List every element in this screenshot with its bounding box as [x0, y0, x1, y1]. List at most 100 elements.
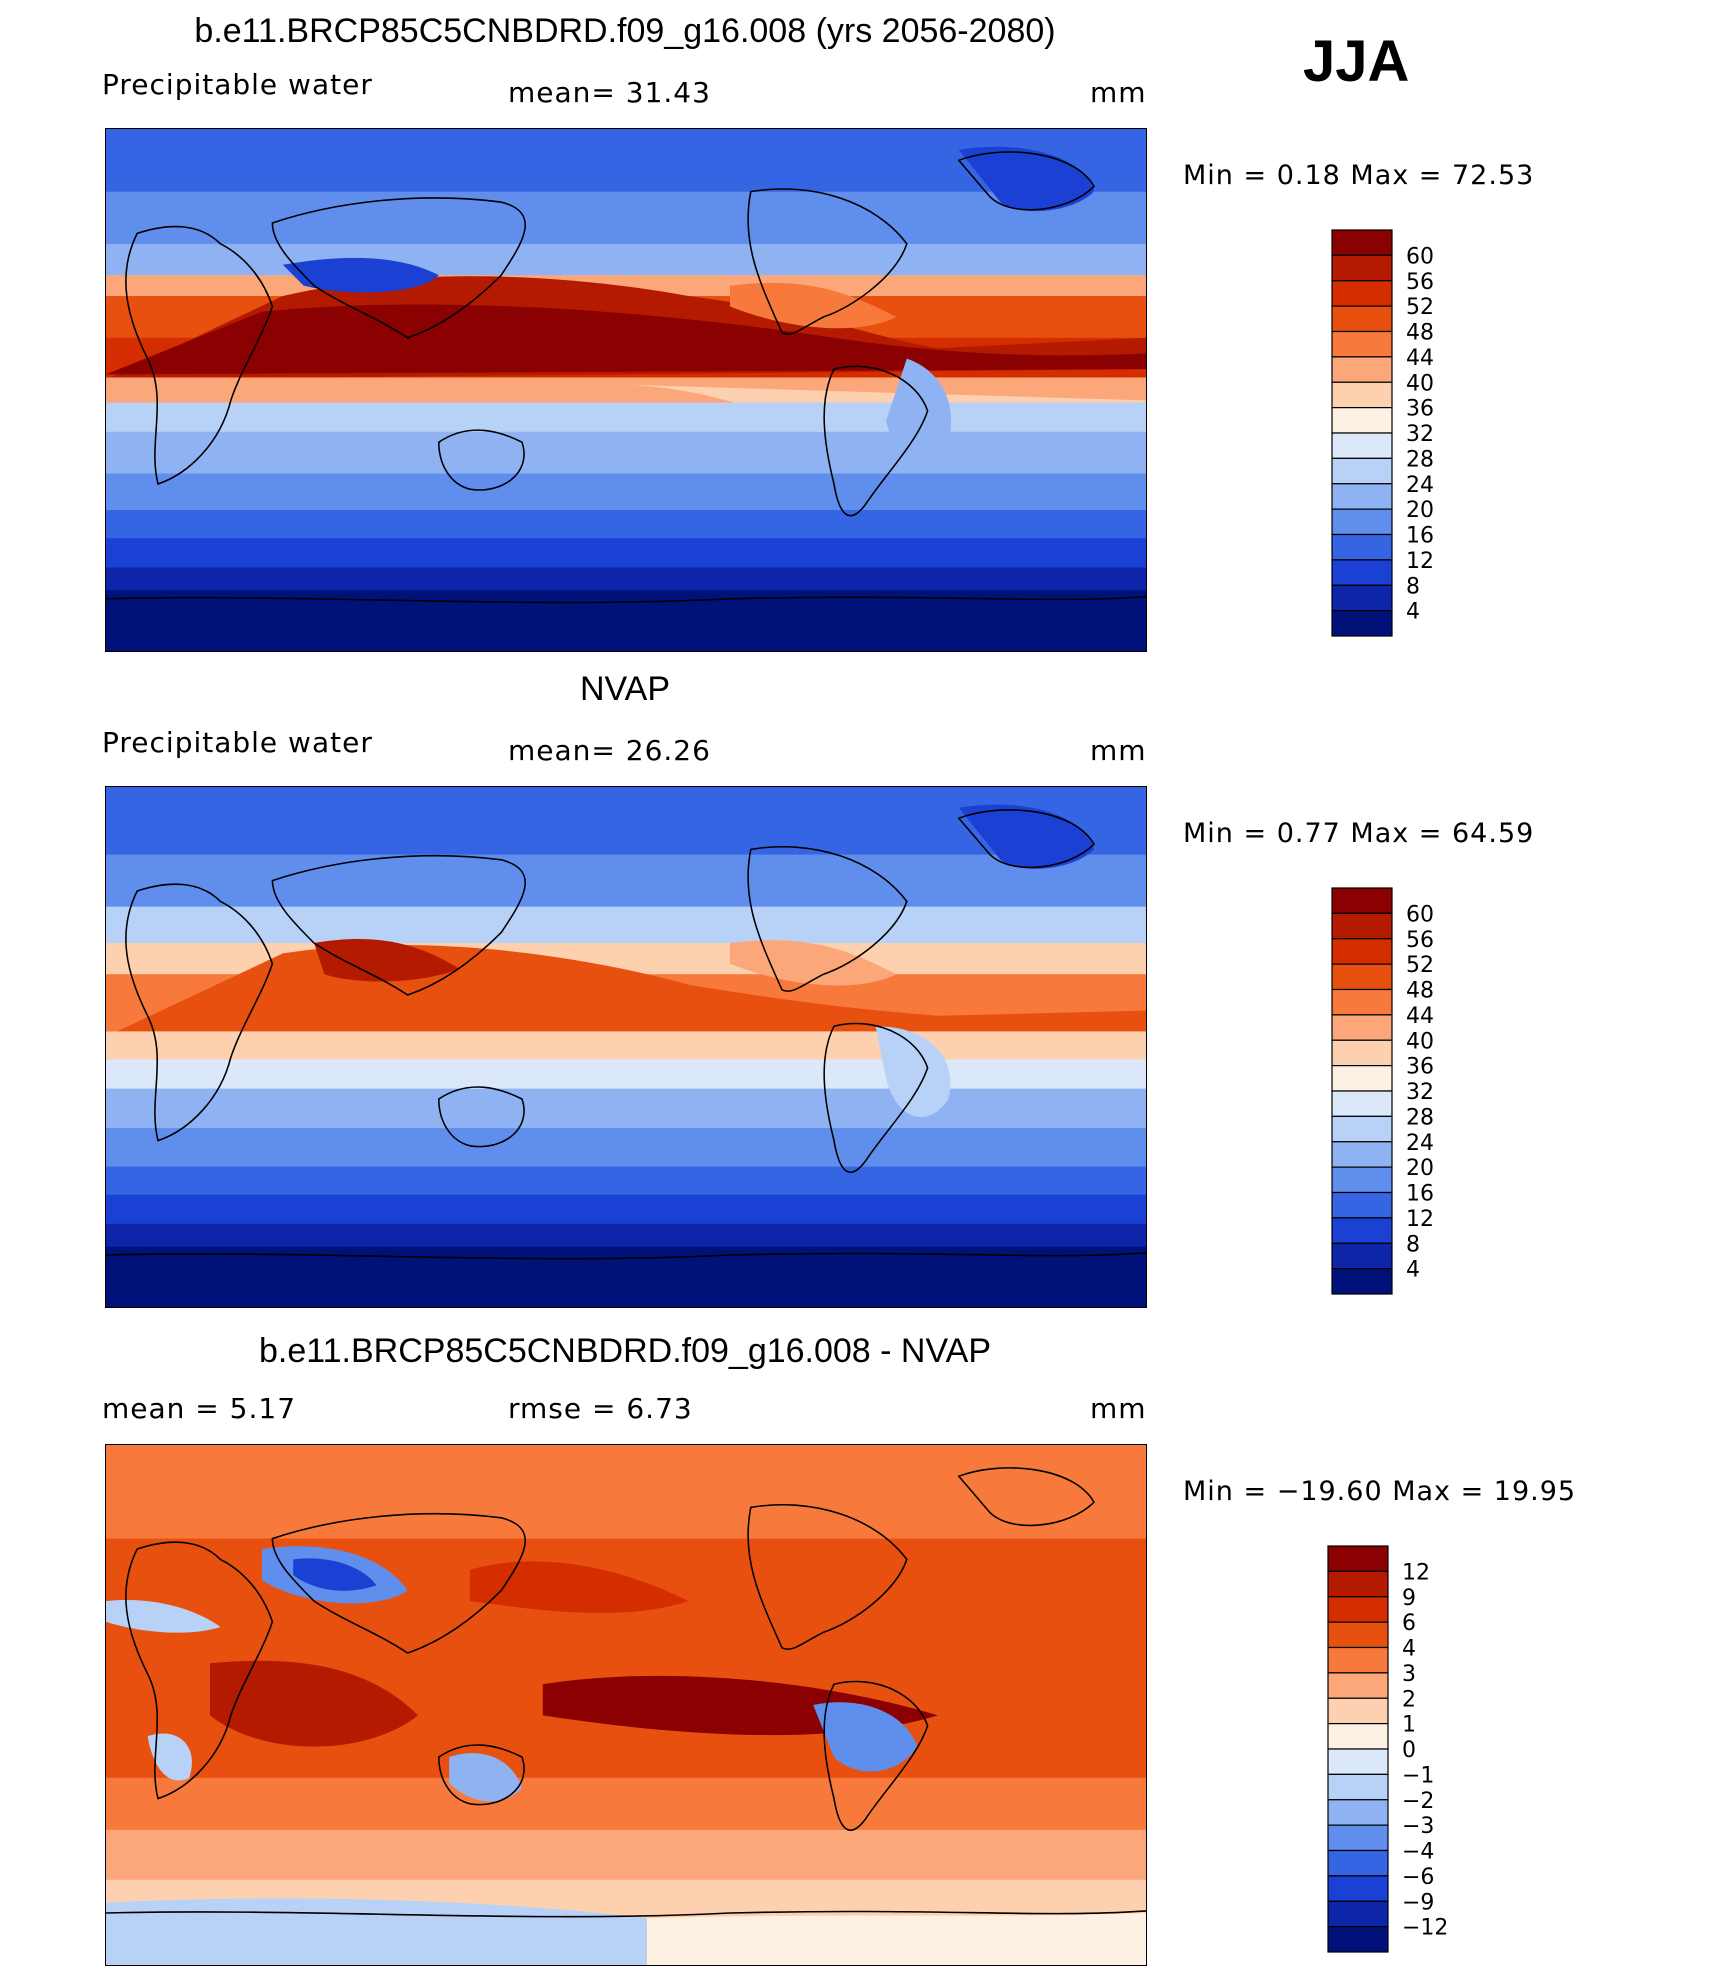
colorbar-tick-label: 44 [1406, 346, 1434, 371]
colorbar-tick-label: −2 [1402, 1789, 1434, 1814]
colorbar-swatch [1331, 356, 1393, 383]
colorbar-swatch [1331, 610, 1393, 637]
units-label-diff: mm [1090, 1392, 1147, 1425]
center-label-model: mean= 31.43 [508, 76, 711, 109]
colorbar-tick-label: 12 [1406, 549, 1434, 574]
colorbar-tick-label: 56 [1406, 928, 1434, 953]
colorbar-swatch [1331, 1014, 1393, 1041]
colorbar-swatch [1331, 407, 1393, 434]
colorbar-swatch [1327, 1926, 1389, 1953]
colorbar-swatch [1331, 483, 1393, 510]
colorbar-tick-label: 52 [1406, 953, 1434, 978]
colorbar-swatch [1331, 1268, 1393, 1295]
colorbar-swatch [1327, 1799, 1389, 1826]
colorbar-tick-label: 36 [1406, 1055, 1434, 1080]
season-label: JJA [1303, 29, 1410, 94]
colorbar-swatch [1331, 280, 1393, 307]
colorbar-tick-label: 52 [1406, 295, 1434, 320]
colorbar-tick-label: 12 [1406, 1207, 1434, 1232]
colorbar-tick-label: 16 [1406, 1182, 1434, 1207]
colorbar-swatch [1331, 1141, 1393, 1168]
minmax-obs: Min = 0.77 Max = 64.59 [1183, 818, 1535, 849]
colorbar-tick-label: 0 [1402, 1738, 1416, 1763]
colorbar-swatch [1331, 912, 1393, 940]
colorbar-swatch [1327, 1824, 1389, 1852]
map-svg-diff [106, 1445, 1146, 1965]
colorbar-tick-label: 32 [1406, 1080, 1434, 1105]
colorbar-swatch [1331, 559, 1393, 586]
colorbar-tick-label: 60 [1406, 902, 1434, 927]
colorbar-tick-label: 6 [1402, 1611, 1416, 1636]
colorbar-swatch [1327, 1773, 1389, 1801]
panel-title-diff: b.e11.BRCP85C5CNBDRD.f09_g16.008 - NVAP [259, 1332, 991, 1370]
colorbar-swatch [1331, 508, 1393, 536]
colorbar-tick-label: 36 [1406, 397, 1434, 422]
colorbar-swatch [1327, 1900, 1389, 1928]
colorbar-model: 60 56 52 48 44 40 36 32 28 24 20 16 12 8 4 [1330, 228, 1530, 640]
colorbar-diff: 12 9 6 4 3 2 1 0 −1 −2 −3 −4 −6 −9 −12 [1326, 1544, 1526, 1956]
colorbar-swatch [1331, 1191, 1393, 1219]
colorbar-tick-label: 16 [1406, 524, 1434, 549]
colorbar-tick-label: 40 [1406, 1029, 1434, 1054]
colorbar-tick-label: 4 [1402, 1637, 1416, 1662]
colorbar-swatch [1331, 584, 1393, 612]
colorbar-swatch [1331, 254, 1393, 282]
map-svg-model [106, 129, 1146, 651]
colorbar-tick-label: 1 [1402, 1713, 1416, 1738]
colorbar-tick-label: 28 [1406, 1105, 1434, 1130]
colorbar-tick-label: 48 [1406, 979, 1434, 1004]
colorbar-tick-label: −12 [1402, 1916, 1448, 1941]
colorbar-swatch [1331, 1115, 1393, 1143]
colorbar-swatch [1327, 1621, 1389, 1649]
colorbar-tick-label: 44 [1406, 1004, 1434, 1029]
minmax-diff: Min = −19.60 Max = 19.95 [1183, 1476, 1577, 1507]
colorbar-tick-label: 48 [1406, 321, 1434, 346]
colorbar-swatch [1331, 988, 1393, 1016]
left-label-obs: Precipitable water [102, 726, 373, 759]
center-label-diff: rmse = 6.73 [508, 1392, 693, 1425]
map-model [105, 128, 1147, 652]
colorbar-tick-label: 4 [1406, 600, 1420, 625]
colorbar-swatch [1331, 963, 1393, 991]
colorbar-tick-label: −9 [1402, 1890, 1434, 1915]
colorbar-tick-label: −1 [1402, 1763, 1434, 1788]
left-label-model: Precipitable water [102, 68, 373, 101]
colorbar-tick-label: 40 [1406, 371, 1434, 396]
colorbar-tick-label: −4 [1402, 1840, 1434, 1865]
units-label-model: mm [1090, 76, 1147, 109]
colorbar-tick-label: 8 [1406, 574, 1420, 599]
colorbar-tick-label: 3 [1402, 1662, 1416, 1687]
colorbar-tick-label: 60 [1406, 244, 1434, 269]
colorbar-swatch [1331, 938, 1393, 965]
colorbar-swatch [1331, 1090, 1393, 1117]
units-label-obs: mm [1090, 734, 1147, 767]
colorbar-swatch [1331, 381, 1393, 409]
colorbar-tick-label: 28 [1406, 447, 1434, 472]
colorbar-tick-label: −3 [1402, 1814, 1434, 1839]
colorbar-swatch [1331, 887, 1393, 914]
colorbar-swatch [1331, 1166, 1393, 1194]
colorbar-tick-label: 56 [1406, 270, 1434, 295]
colorbar-swatch [1331, 1242, 1393, 1270]
colorbar-swatch [1331, 432, 1393, 459]
colorbar-tick-label: −6 [1402, 1865, 1434, 1890]
colorbar-obs: 60 56 52 48 44 40 36 32 28 24 20 16 12 8 4 [1330, 886, 1530, 1298]
colorbar-swatch [1327, 1646, 1389, 1674]
colorbar-swatch [1327, 1748, 1389, 1775]
colorbar-tick-label: 12 [1402, 1560, 1430, 1585]
colorbar-swatch [1327, 1875, 1389, 1902]
left-label-diff: mean = 5.17 [102, 1392, 297, 1425]
colorbar-swatch [1331, 229, 1393, 256]
panel-title-model: b.e11.BRCP85C5CNBDRD.f09_g16.008 (yrs 20… [194, 12, 1056, 50]
colorbar-tick-label: 24 [1406, 1131, 1434, 1156]
map-obs [105, 786, 1147, 1308]
colorbar-swatch [1331, 533, 1393, 561]
colorbar-swatch [1327, 1570, 1389, 1598]
colorbar-swatch [1331, 1039, 1393, 1067]
colorbar-swatch [1327, 1849, 1389, 1877]
colorbar-swatch [1327, 1723, 1389, 1750]
colorbar-tick-label: 20 [1406, 498, 1434, 523]
